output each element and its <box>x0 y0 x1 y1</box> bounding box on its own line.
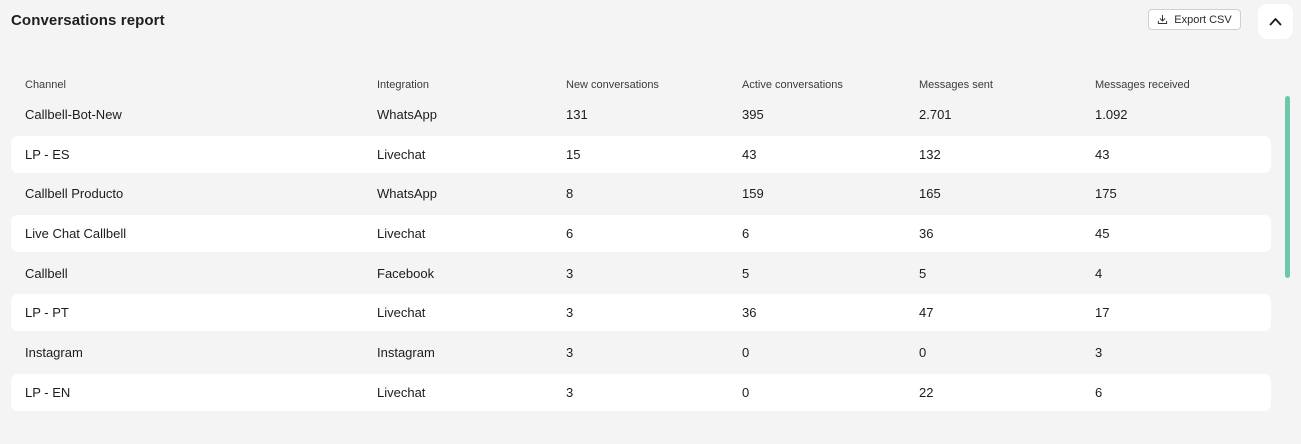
cell-new-conversations: 8 <box>566 186 574 202</box>
cell-messages-sent: 0 <box>919 345 927 361</box>
cell-messages-received: 1.092 <box>1095 107 1128 122</box>
cell-messages-sent: 132 <box>919 146 941 162</box>
cell-active-conversations: 43 <box>742 146 757 162</box>
export-csv-label: Export CSV <box>1174 13 1232 26</box>
table-header: Channel Integration New conversations Ac… <box>11 76 1271 96</box>
cell-new-conversations: 15 <box>566 146 581 162</box>
report-title: Conversations report <box>11 12 165 29</box>
cell-channel: Callbell <box>25 265 68 281</box>
cell-messages-received: 17 <box>1095 305 1110 321</box>
cell-new-conversations: 3 <box>566 384 574 400</box>
cell-new-conversations: 131 <box>566 107 588 122</box>
cell-active-conversations: 395 <box>742 107 764 122</box>
cell-active-conversations: 0 <box>742 384 750 400</box>
table-row: LP - PT Livechat 3 36 47 17 <box>11 294 1271 332</box>
column-header-integration: Integration <box>377 79 429 91</box>
cell-active-conversations: 0 <box>742 345 750 361</box>
chevron-up-icon <box>1269 13 1282 31</box>
cell-messages-received: 4 <box>1095 265 1103 281</box>
table-row: Callbell Producto WhatsApp 8 159 165 175 <box>11 175 1271 212</box>
cell-channel: LP - ES <box>25 146 70 162</box>
cell-integration: WhatsApp <box>377 186 437 202</box>
conversations-table: Channel Integration New conversations Ac… <box>11 76 1271 414</box>
cell-messages-received: 45 <box>1095 226 1110 242</box>
cell-messages-sent: 165 <box>919 186 941 202</box>
cell-new-conversations: 3 <box>566 345 574 361</box>
column-header-channel: Channel <box>25 79 66 91</box>
table-row: Live Chat Callbell Livechat 6 6 36 45 <box>11 215 1271 253</box>
download-icon <box>1157 14 1168 25</box>
cell-integration: Instagram <box>377 345 435 361</box>
cell-channel: Callbell-Bot-New <box>25 107 122 122</box>
table-row: Callbell-Bot-New WhatsApp 131 395 2.701 … <box>11 96 1271 133</box>
cell-integration: Livechat <box>377 384 426 400</box>
table-row: LP - EN Livechat 3 0 22 6 <box>11 373 1271 411</box>
cell-messages-sent: 2.701 <box>919 107 952 122</box>
vertical-scrollbar[interactable] <box>1285 96 1290 278</box>
cell-integration: Livechat <box>377 226 426 242</box>
cell-integration: Livechat <box>377 146 426 162</box>
cell-active-conversations: 36 <box>742 305 757 321</box>
collapse-button[interactable] <box>1258 4 1293 39</box>
cell-channel: LP - EN <box>25 384 71 400</box>
cell-active-conversations: 159 <box>742 186 764 202</box>
column-header-active-conversations: Active conversations <box>742 79 843 91</box>
column-header-messages-received: Messages received <box>1095 79 1190 91</box>
cell-messages-received: 43 <box>1095 146 1110 162</box>
cell-integration: Livechat <box>377 305 426 321</box>
cell-new-conversations: 3 <box>566 305 574 321</box>
column-header-messages-sent: Messages sent <box>919 79 993 91</box>
cell-messages-received: 175 <box>1095 186 1117 202</box>
cell-messages-sent: 47 <box>919 305 934 321</box>
table-row: Callbell Facebook 3 5 5 4 <box>11 255 1271 292</box>
cell-integration: Facebook <box>377 265 435 281</box>
cell-channel: Instagram <box>25 345 83 361</box>
export-csv-button[interactable]: Export CSV <box>1148 9 1241 30</box>
cell-new-conversations: 6 <box>566 226 574 242</box>
cell-messages-received: 3 <box>1095 345 1103 361</box>
cell-messages-sent: 22 <box>919 384 934 400</box>
cell-messages-received: 6 <box>1095 384 1103 400</box>
cell-messages-sent: 36 <box>919 226 934 242</box>
column-header-new-conversations: New conversations <box>566 79 659 91</box>
cell-active-conversations: 6 <box>742 226 750 242</box>
cell-active-conversations: 5 <box>742 265 750 281</box>
cell-messages-sent: 5 <box>919 265 927 281</box>
cell-new-conversations: 3 <box>566 265 574 281</box>
cell-channel: Callbell Producto <box>25 186 124 202</box>
cell-channel: LP - PT <box>25 305 69 321</box>
table-row: LP - ES Livechat 15 43 132 43 <box>11 135 1271 173</box>
cell-integration: WhatsApp <box>377 107 437 122</box>
cell-channel: Live Chat Callbell <box>25 226 127 242</box>
table-row: Instagram Instagram 3 0 0 3 <box>11 334 1271 371</box>
